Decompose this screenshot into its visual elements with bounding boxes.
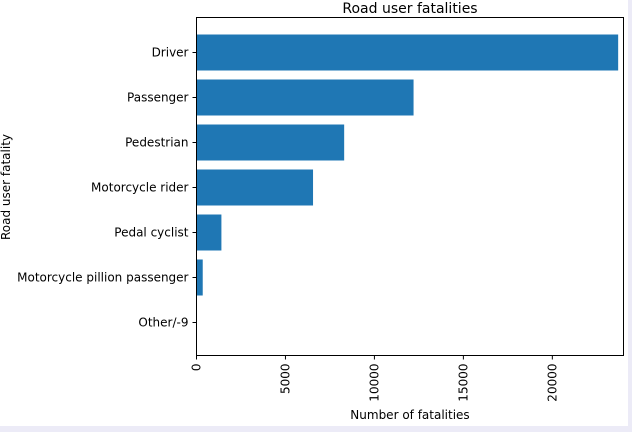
y-axis-label: Road user fatality	[0, 134, 13, 240]
window-edge-bottom	[0, 426, 632, 432]
bar-motorcycle-pillion-passenger	[196, 259, 203, 296]
y-tick-label: Motorcycle pillion passenger	[17, 271, 188, 285]
bar-passenger	[196, 79, 414, 116]
bar-pedal-cyclist	[196, 214, 222, 251]
x-tick-label: 0	[190, 364, 204, 372]
x-tick-label: 10000	[367, 364, 381, 402]
y-tick-label: Passenger	[127, 91, 189, 105]
y-tick-label: Motorcycle rider	[91, 181, 189, 195]
x-axis-label: Number of fatalities	[350, 408, 469, 422]
x-tick-label: 20000	[545, 364, 559, 402]
y-tick-label: Pedestrian	[125, 136, 188, 150]
chart-title: Road user fatalities	[342, 1, 477, 17]
bar-motorcycle-rider	[196, 169, 314, 206]
x-tick-label: 5000	[278, 364, 292, 395]
bar-driver	[196, 34, 619, 71]
y-tick-label: Driver	[152, 46, 189, 60]
y-tick-label: Pedal cyclist	[114, 226, 189, 240]
plot-area-frame	[196, 17, 624, 356]
y-tick-label: Other/-9	[138, 316, 188, 330]
window-edge-right	[628, 0, 632, 432]
x-tick-label: 15000	[456, 364, 470, 402]
bar-pedestrian	[196, 124, 345, 161]
